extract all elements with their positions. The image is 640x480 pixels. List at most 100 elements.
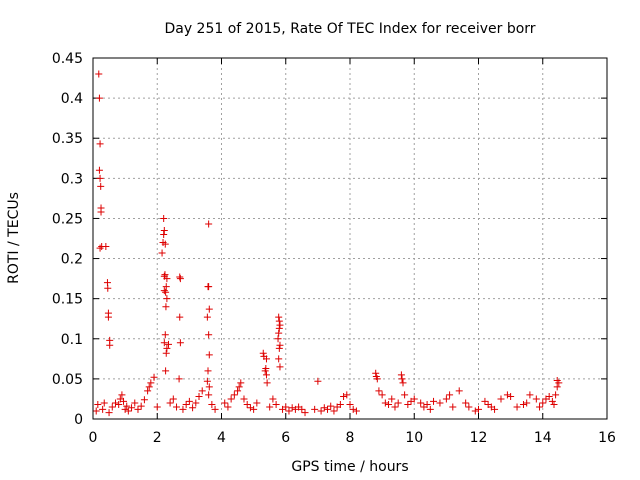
data-point (340, 393, 348, 401)
data-point (275, 329, 283, 337)
data-point (224, 403, 232, 411)
data-point (205, 331, 213, 339)
data-point (203, 377, 211, 385)
data-point (94, 401, 102, 409)
data-point (471, 407, 479, 415)
data-point (205, 283, 213, 291)
x-tick-label: 6 (281, 430, 290, 446)
data-point (336, 401, 344, 409)
data-point (449, 403, 457, 411)
data-point (301, 409, 309, 417)
data-point (161, 271, 169, 279)
x-tick-label: 2 (153, 430, 162, 446)
data-point (100, 399, 108, 407)
data-point (182, 401, 190, 409)
data-point (185, 397, 193, 405)
data-point (163, 295, 171, 303)
data-point (276, 341, 284, 349)
data-point (261, 367, 269, 375)
data-point (388, 395, 396, 403)
data-point (189, 404, 197, 412)
data-point (399, 379, 407, 387)
data-point (317, 407, 325, 415)
data-point (176, 339, 184, 347)
data-point (288, 404, 296, 412)
data-point (545, 393, 553, 401)
data-point (275, 313, 283, 321)
data-point (455, 387, 463, 395)
data-point (163, 344, 171, 352)
data-point (96, 140, 104, 148)
data-point (120, 397, 128, 405)
data-point (173, 403, 181, 411)
data-point (324, 405, 332, 413)
data-point (205, 391, 213, 399)
x-tick-label: 10 (405, 430, 423, 446)
data-point (327, 402, 335, 410)
data-point (398, 375, 406, 383)
data-point (526, 391, 534, 399)
data-point (234, 387, 242, 395)
y-tick-label: 0 (74, 412, 83, 428)
data-point (394, 399, 402, 407)
data-point (102, 243, 110, 251)
data-point (343, 391, 351, 399)
data-point (160, 339, 168, 347)
data-point (121, 405, 129, 413)
data-point (513, 403, 521, 411)
data-point (176, 313, 184, 321)
x-tick-label: 14 (534, 430, 552, 446)
data-point (118, 391, 126, 399)
data-point (553, 383, 561, 391)
data-point (106, 341, 114, 349)
data-point (507, 393, 515, 401)
data-point (430, 397, 438, 405)
data-point (240, 395, 248, 403)
data-point (227, 395, 235, 403)
data-point (282, 403, 290, 411)
data-point (262, 355, 270, 363)
data-point (497, 395, 505, 403)
data-point (550, 401, 558, 409)
data-point (166, 399, 174, 407)
data-point (250, 405, 258, 413)
data-point (462, 399, 470, 407)
data-point (275, 324, 283, 332)
data-point (204, 367, 212, 375)
data-point (97, 208, 105, 216)
chart-title: Day 251 of 2015, Rate Of TEC Index for r… (164, 21, 535, 37)
data-point (221, 399, 229, 407)
data-point (378, 391, 386, 399)
plot-frame (92, 57, 608, 420)
data-point (176, 275, 184, 283)
data-point (147, 379, 155, 387)
data-point (311, 405, 319, 413)
data-point (95, 166, 103, 174)
data-point (158, 249, 166, 257)
data-point (269, 395, 277, 403)
data-point (436, 399, 444, 407)
data-point (553, 376, 561, 384)
data-point (276, 321, 284, 329)
data-point (266, 403, 274, 411)
data-point (352, 407, 360, 415)
y-tick-label: 0.15 (52, 292, 83, 308)
data-point (237, 379, 245, 387)
data-point (92, 407, 100, 415)
data-point (198, 387, 206, 395)
x-tick-label: 12 (470, 430, 488, 446)
data-point (519, 401, 527, 409)
data-point (375, 387, 383, 395)
data-point (372, 369, 380, 377)
data-point (179, 405, 187, 413)
data-point (548, 397, 556, 405)
data-point (391, 403, 399, 411)
data-point (346, 401, 354, 409)
data-point (99, 405, 107, 413)
data-point (108, 403, 116, 411)
data-point (298, 405, 306, 413)
data-point (169, 395, 177, 403)
data-point (115, 401, 123, 409)
data-point (410, 395, 418, 403)
